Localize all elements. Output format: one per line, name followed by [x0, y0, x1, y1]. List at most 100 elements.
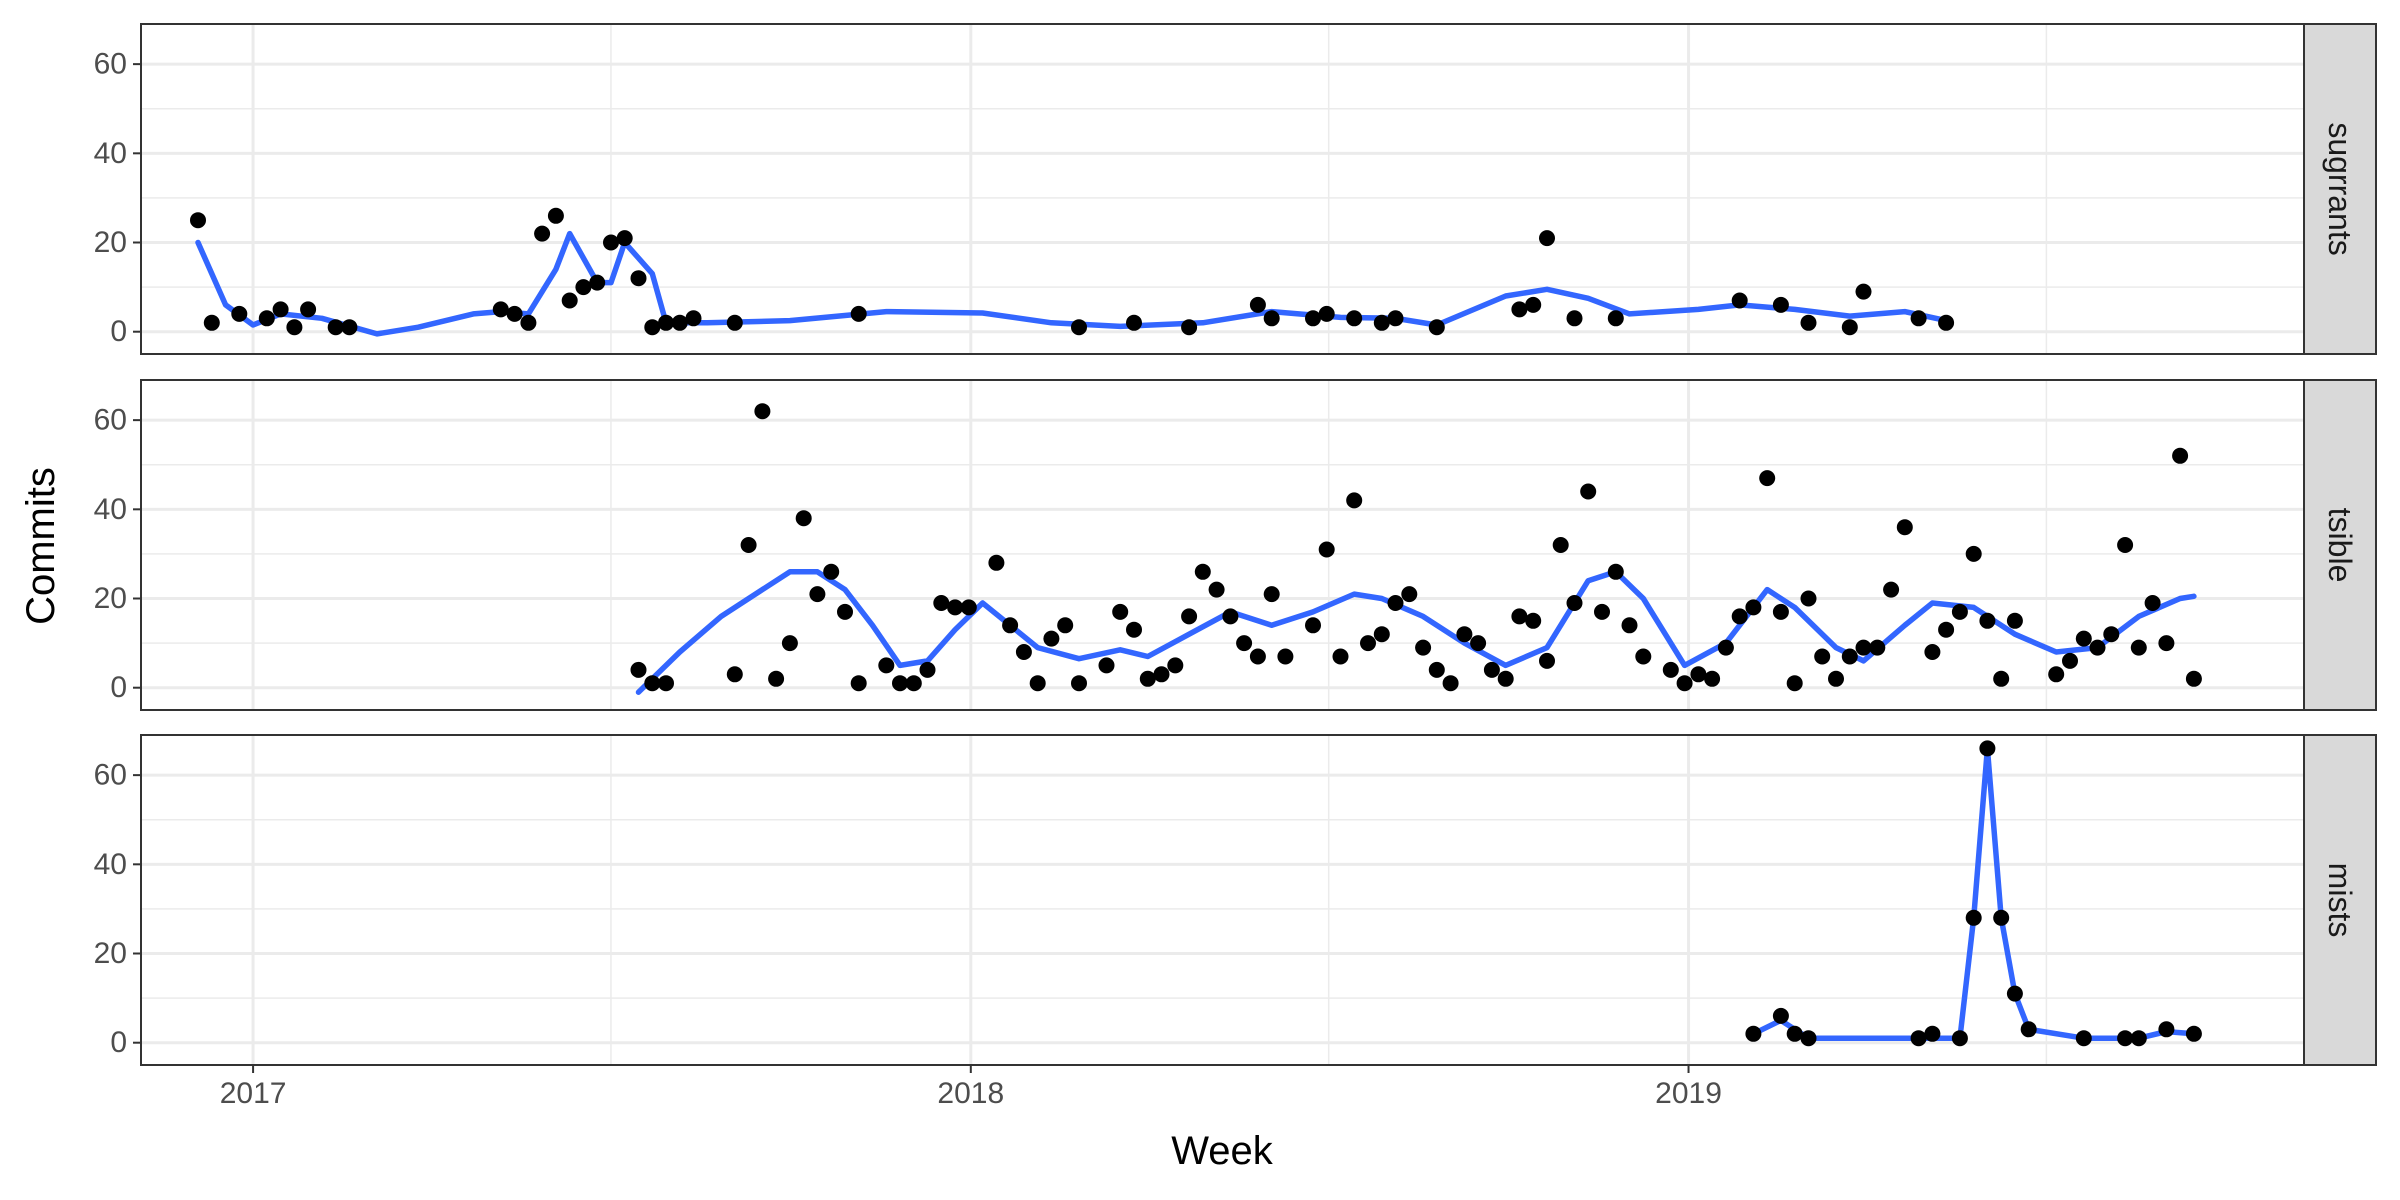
data-point: [1855, 283, 1872, 300]
data-point: [203, 314, 220, 331]
data-point: [1428, 319, 1445, 336]
data-point: [1071, 319, 1087, 336]
data-point: [1373, 314, 1390, 331]
data-point: [575, 279, 592, 296]
data-point: [190, 212, 206, 229]
facet-strip: [2303, 23, 2377, 355]
data-point: [272, 301, 289, 318]
data-point: [1855, 639, 1872, 656]
data-point: [1979, 612, 1996, 629]
data-point: [1924, 644, 1941, 660]
x-tick-label: 2018: [937, 1077, 1004, 1110]
data-point: [1924, 1025, 1941, 1042]
panel-background: [141, 24, 2304, 354]
data-point: [2103, 626, 2120, 643]
y-tick-label: 20: [94, 937, 127, 970]
data-point: [1415, 639, 1432, 656]
data-point: [947, 599, 964, 616]
data-point: [1456, 626, 1473, 643]
data-point: [2075, 1030, 2092, 1047]
data-point: [1869, 639, 1886, 656]
data-point: [1305, 617, 1321, 634]
panel-tsible: tsible: [140, 379, 2377, 711]
data-point: [547, 207, 564, 224]
y-tick-label: 60: [94, 759, 127, 792]
data-point: [492, 301, 509, 318]
data-point: [2130, 1030, 2147, 1047]
data-point: [878, 657, 895, 674]
data-point: [837, 603, 853, 620]
data-point: [2172, 447, 2189, 464]
data-point: [850, 675, 867, 692]
data-point: [1373, 626, 1390, 643]
y-tick-label: 20: [94, 582, 127, 615]
data-point: [1662, 661, 1679, 678]
data-point: [1346, 492, 1363, 509]
y-tick-label: 60: [94, 404, 127, 437]
x-axis-title: Week: [1171, 1129, 1274, 1173]
x-tick-label: 2019: [1655, 1077, 1722, 1110]
data-point: [1704, 670, 1721, 687]
data-point: [2006, 985, 2023, 1002]
data-point: [892, 675, 908, 692]
data-point: [603, 234, 619, 251]
data-point: [1525, 612, 1542, 629]
data-point: [1470, 635, 1487, 652]
data-point: [286, 319, 303, 336]
data-point: [1263, 310, 1280, 327]
data-point: [1814, 648, 1831, 665]
data-point: [1731, 292, 1748, 309]
data-point: [658, 675, 674, 692]
data-point: [1607, 310, 1624, 327]
data-point: [1112, 603, 1129, 620]
data-point: [1277, 648, 1294, 665]
data-point: [919, 661, 936, 678]
data-point: [1511, 608, 1528, 625]
y-tick-label: 40: [94, 493, 127, 526]
data-point: [1071, 675, 1087, 692]
data-point: [1057, 617, 1074, 634]
data-point: [2117, 1030, 2134, 1047]
data-point: [1346, 310, 1363, 327]
data-point: [2075, 630, 2092, 647]
data-point: [1002, 617, 1019, 634]
data-point: [1951, 1030, 1968, 1047]
data-point: [1566, 310, 1583, 327]
data-point: [685, 310, 702, 327]
panel-background: [141, 735, 2304, 1065]
data-point: [988, 554, 1005, 571]
data-point: [1318, 541, 1335, 558]
data-point: [300, 301, 317, 318]
data-point: [1745, 1025, 1762, 1042]
data-point: [1993, 670, 2010, 687]
data-point: [1772, 296, 1789, 313]
data-point: [905, 675, 922, 692]
facet-strip: [2303, 379, 2377, 711]
facet-strip: [2303, 734, 2377, 1066]
data-point: [327, 319, 344, 336]
facet-strip-label: tsible: [2322, 508, 2358, 583]
data-point: [1305, 310, 1321, 327]
data-point: [341, 319, 358, 336]
data-point: [630, 270, 647, 287]
data-point: [2062, 652, 2078, 669]
data-point: [1139, 670, 1156, 687]
data-point: [1580, 483, 1597, 500]
data-point: [726, 666, 743, 683]
y-tick-label: 20: [94, 226, 127, 259]
data-point: [960, 599, 977, 616]
data-point: [1552, 537, 1569, 553]
data-point: [1759, 470, 1776, 487]
data-point: [726, 314, 743, 331]
data-point: [1621, 617, 1638, 634]
panel-background: [141, 380, 2304, 710]
data-point: [1442, 675, 1459, 692]
data-point: [1098, 657, 1115, 674]
data-point: [1263, 586, 1280, 603]
facet-strip-label: sugrrants: [2322, 122, 2358, 255]
data-point: [1401, 586, 1418, 603]
y-tick-label: 40: [94, 137, 127, 170]
x-tick-label: 2017: [220, 1077, 287, 1110]
panels-layer: sugrrants tsible mists: [140, 23, 2377, 1066]
data-point: [1194, 563, 1211, 580]
